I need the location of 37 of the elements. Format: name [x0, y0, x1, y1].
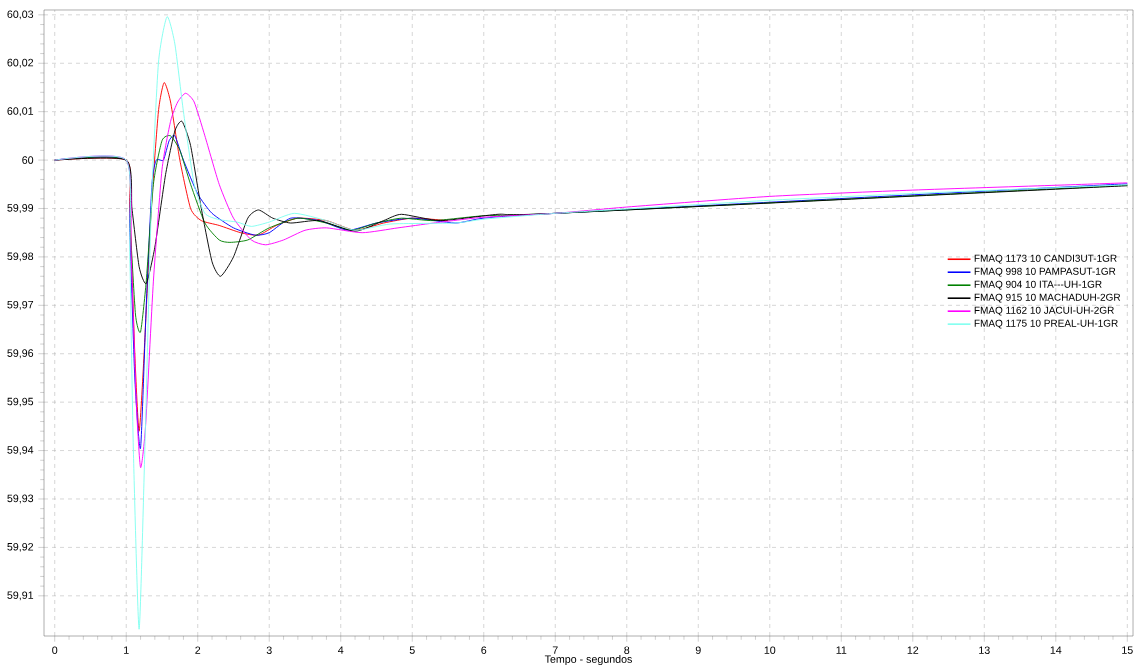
- y-tick-label: 59,95: [7, 397, 34, 407]
- x-tick-label: 14: [1050, 646, 1062, 654]
- legend-label: FMAQ 1162 10 JACUI-UH-2GR: [974, 306, 1114, 316]
- legend-label: FMAQ 904 10 ITA---UH-1GR: [974, 280, 1102, 290]
- y-tick-label: 59,92: [7, 543, 34, 552]
- legend-label: FMAQ 915 10 MACHADUH-2GR: [974, 293, 1121, 303]
- x-tick-label: 10: [764, 646, 776, 654]
- y-tick-label: 59,97: [7, 300, 34, 310]
- x-tick-label: 0: [52, 646, 58, 654]
- x-tick-label: 3: [266, 646, 272, 654]
- x-tick-label: 1: [124, 646, 129, 654]
- x-tick-label: 8: [624, 646, 630, 654]
- y-tick-label: 59,96: [7, 349, 34, 359]
- x-tick-label: 4: [338, 646, 344, 654]
- line-series: [54, 16, 1128, 630]
- y-tick-label: 59,99: [7, 204, 34, 213]
- x-tick-label: 13: [979, 646, 990, 654]
- y-tick-label: 60: [22, 156, 34, 164]
- y-tick-label: 59,93: [7, 494, 34, 504]
- x-tick-label: 11: [836, 646, 847, 654]
- x-tick-label: 7: [552, 646, 558, 654]
- x-tick-label: 12: [907, 646, 919, 654]
- legend-label: FMAQ 998 10 PAMPASUT-1GR: [974, 267, 1116, 277]
- legend-label: FMAQ 1173 10 CANDI3UT-1GR: [974, 254, 1117, 264]
- y-tick-label: 60,01: [7, 107, 34, 117]
- y-tick-label: 59,98: [7, 252, 34, 262]
- legend-label: FMAQ 1175 10 PREAL-UH-1GR: [974, 319, 1118, 329]
- y-tick-label: 60,02: [7, 58, 34, 68]
- x-tick-label: 15: [1122, 646, 1133, 654]
- x-tick-label: 9: [695, 646, 701, 654]
- y-tick-label: 60,03: [7, 10, 34, 20]
- x-axis-title: Tempo - segundos: [544, 655, 632, 666]
- x-tick-label: 2: [195, 646, 201, 654]
- x-tick-label: 5: [409, 646, 415, 654]
- y-tick-label: 59,91: [7, 591, 34, 601]
- y-tick-label: 59,94: [7, 446, 34, 455]
- x-tick-label: 6: [481, 646, 487, 654]
